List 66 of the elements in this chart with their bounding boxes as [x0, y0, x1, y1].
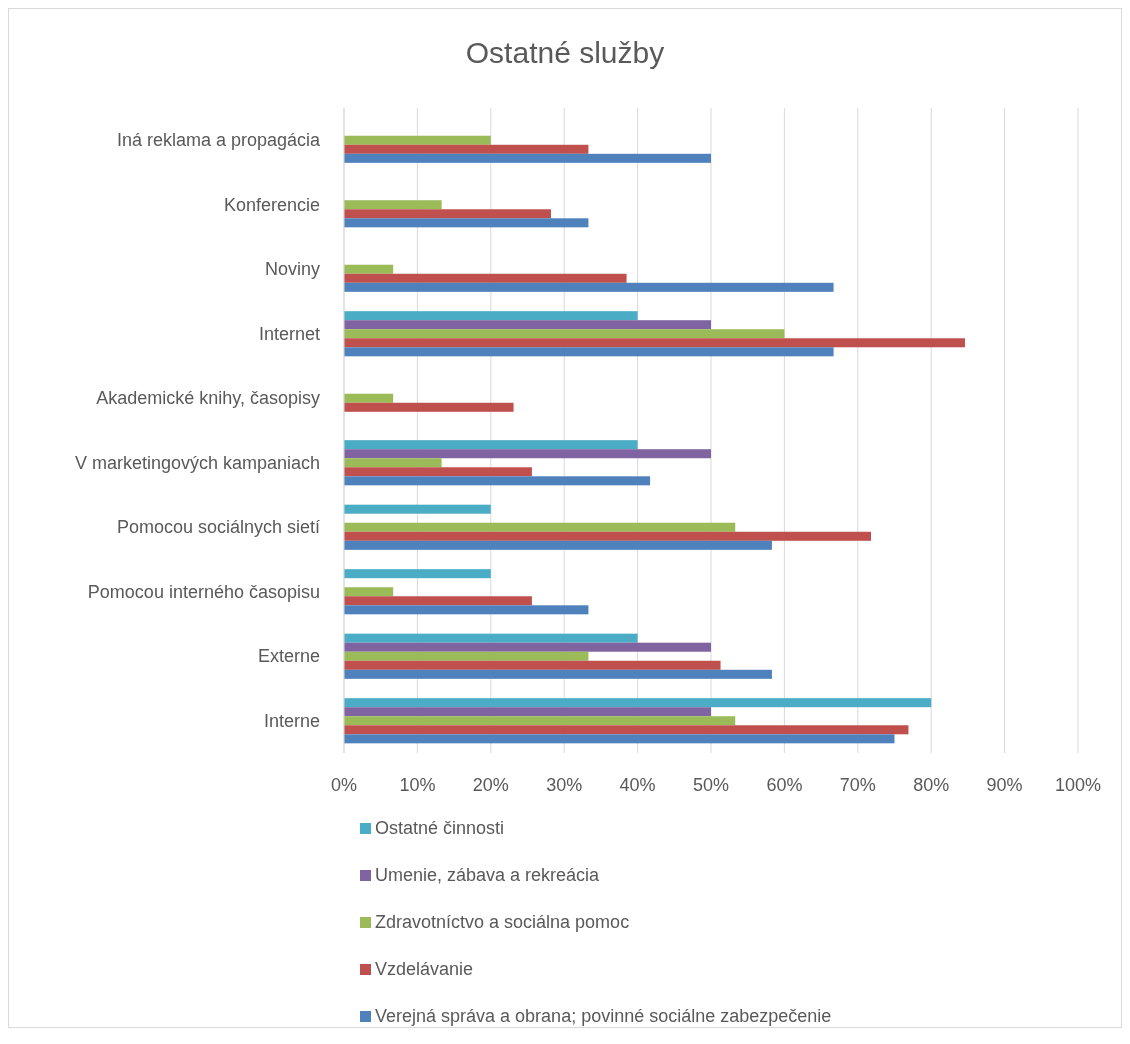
- bar: [344, 651, 589, 661]
- bar: [344, 698, 932, 708]
- legend-label: Ostatné činnosti: [375, 818, 505, 838]
- bar: [344, 725, 909, 735]
- x-tick-label: 30%: [546, 775, 583, 795]
- bar: [344, 338, 965, 348]
- bar: [344, 329, 785, 339]
- y-tick-label: Iná reklama a propagácia: [116, 130, 321, 151]
- y-tick-label: Internet: [258, 323, 320, 344]
- x-tick-label: 90%: [986, 775, 1023, 795]
- bar: [344, 282, 834, 292]
- legend-label: Vzdelávanie: [375, 959, 474, 979]
- bar: [344, 716, 736, 726]
- bar: [344, 734, 895, 744]
- bar: [344, 660, 721, 670]
- chart-title: Ostatné služby: [465, 36, 665, 69]
- bar: [344, 393, 394, 403]
- y-tick-label: Externe: [257, 646, 320, 667]
- x-tick-label: 60%: [766, 775, 803, 795]
- bar: [344, 476, 651, 486]
- bar: [344, 531, 872, 541]
- x-tick-label: 80%: [913, 775, 950, 795]
- bar: [344, 347, 834, 357]
- bar: [344, 440, 638, 450]
- bar: [344, 669, 772, 679]
- x-tick-label: 20%: [472, 775, 509, 795]
- y-tick-label: Pomocou interného časopisu: [87, 581, 320, 602]
- bar: [344, 200, 442, 210]
- bar: [344, 540, 772, 550]
- bar: [344, 522, 736, 532]
- x-tick-label: 70%: [839, 775, 876, 795]
- bar: [344, 587, 394, 597]
- y-tick-label: Noviny: [264, 259, 320, 280]
- x-tick-label: 0%: [330, 775, 358, 795]
- bar: [344, 320, 711, 330]
- bar: [344, 596, 532, 606]
- bar: [344, 642, 711, 652]
- legend-label: Umenie, zábava a rekreácia: [375, 865, 601, 885]
- bar: [344, 504, 491, 514]
- y-tick-label: Interne: [263, 710, 320, 731]
- bar: [344, 458, 442, 468]
- y-tick-label: V marketingových kampaniach: [74, 452, 320, 473]
- bar: [344, 707, 711, 717]
- y-tick-label: Akademické knihy, časopisy: [96, 388, 320, 409]
- bar: [344, 467, 532, 477]
- bar: [344, 209, 551, 219]
- bar: [344, 264, 394, 274]
- y-tick-label: Pomocou sociálnych sietí: [116, 517, 320, 538]
- x-tick-label: 10%: [399, 775, 436, 795]
- bar: [344, 144, 589, 154]
- bar: [344, 569, 491, 579]
- bar: [344, 633, 638, 643]
- y-tick-label: Konferencie: [223, 194, 320, 215]
- bar: [344, 449, 711, 459]
- bar: [344, 273, 627, 283]
- x-tick-label: 50%: [692, 775, 730, 795]
- legend-label: Zdravotníctvo a sociálna pomoc: [375, 912, 630, 932]
- x-tick-label: 100%: [1054, 775, 1102, 795]
- bar: [344, 153, 711, 163]
- bar: [344, 402, 514, 412]
- bar: [344, 218, 589, 228]
- bar: [344, 135, 491, 145]
- legend-label: Verejná správa a obrana; povinné sociálne zabezpečenie: [375, 1006, 832, 1026]
- bar: [344, 311, 638, 321]
- x-tick-label: 40%: [619, 775, 656, 795]
- bar: [344, 605, 589, 615]
